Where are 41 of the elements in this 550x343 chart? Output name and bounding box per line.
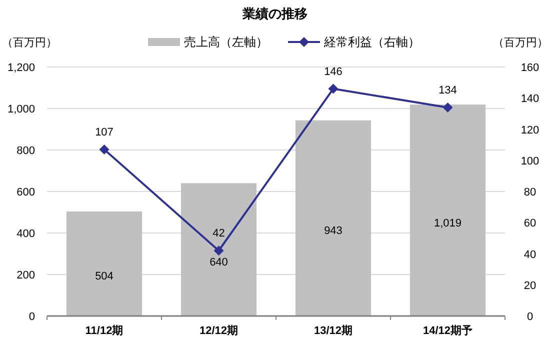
x-tick-label: 13/12期	[314, 324, 353, 337]
y2-tick-label: 0	[526, 311, 534, 323]
y-tick-label: 0	[28, 311, 35, 323]
y-tick-label: 1,200	[7, 62, 35, 74]
chart-title: 業績の推移	[242, 6, 308, 21]
data-label: 134	[438, 84, 457, 96]
legend-label: 売上高（左軸）	[184, 35, 268, 49]
y2-tick-label: 80	[524, 186, 536, 198]
bar	[66, 211, 142, 316]
point	[99, 144, 110, 154]
data-label: 1,019	[434, 217, 462, 230]
x-tick-label: 12/12期	[199, 324, 238, 337]
data-label: 107	[95, 126, 114, 138]
point	[328, 84, 338, 94]
y2-tick-label: 60	[524, 218, 536, 230]
legend-label: 経常利益（右軸）	[323, 35, 420, 49]
data-label: 943	[324, 225, 342, 238]
y-tick-label: 1,000	[7, 104, 35, 116]
y-tick-label: 600	[16, 186, 35, 198]
point	[442, 102, 453, 112]
y2-axis-title: （百万円）	[493, 37, 548, 49]
y2-tick-label: 100	[520, 155, 540, 168]
bar	[295, 120, 372, 316]
y-tick-label: 200	[16, 270, 35, 282]
y-axis-title: （百万円）	[2, 37, 57, 49]
x-tick-label: 11/12期	[85, 324, 124, 337]
data-label: 504	[95, 270, 114, 283]
y2-tick-label: 120	[520, 124, 540, 136]
y2-tick-label: 40	[524, 248, 536, 261]
y2-tick-label: 140	[520, 93, 540, 106]
data-label: 146	[324, 66, 342, 78]
bar	[180, 183, 257, 316]
bar	[410, 104, 486, 316]
y-tick-label: 400	[16, 228, 35, 240]
y2-tick-label: 160	[520, 62, 540, 74]
data-label: 42	[212, 228, 225, 240]
point	[214, 246, 224, 256]
x-tick-label: 14/12期予	[422, 324, 473, 337]
y-tick-label: 800	[16, 145, 35, 157]
y2-tick-label: 20	[524, 280, 536, 292]
data-label: 640	[210, 256, 228, 269]
